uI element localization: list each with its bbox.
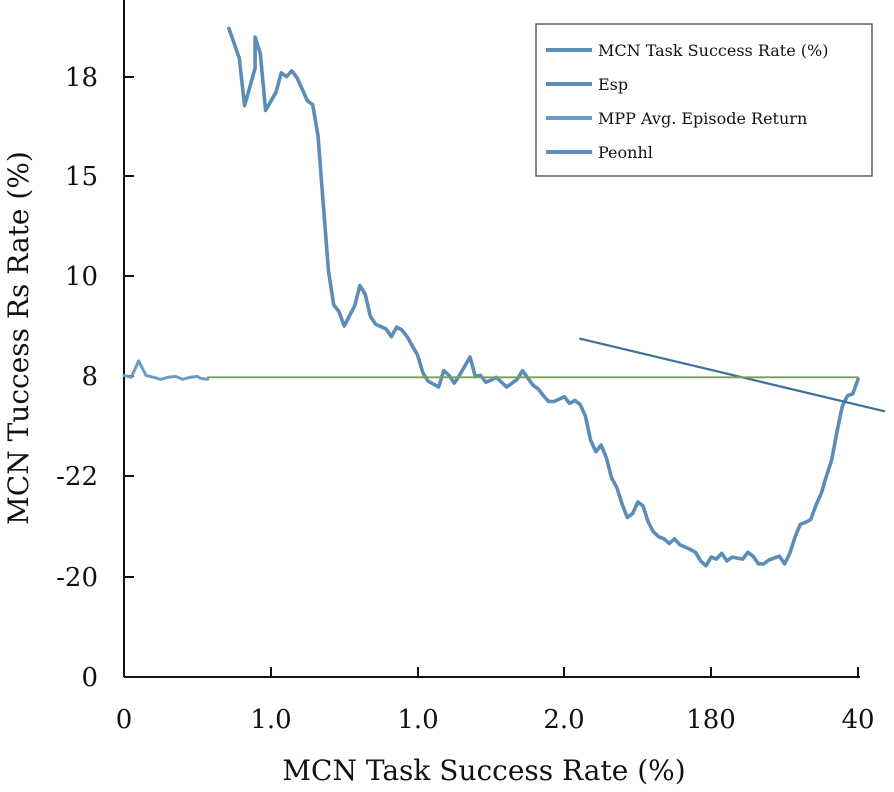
series-layer — [122, 26, 886, 568]
y-tick-label: 15 — [65, 162, 98, 192]
y-tick-label: -20 — [56, 563, 98, 593]
x-tick-label: 40 — [841, 705, 874, 735]
x-tick-label: 0 — [116, 705, 133, 735]
legend-label: MPP Avg. Episode Return — [598, 109, 807, 128]
series-line-trend — [579, 337, 886, 413]
x-ticks: 0 1.0 1.0 2.0 180 40 — [116, 667, 875, 735]
series-line-flat — [122, 359, 210, 381]
x-axis-title: MCN Task Success Rate (%) — [282, 754, 685, 787]
legend-label: Esp — [598, 75, 628, 94]
series-line-main — [227, 26, 860, 568]
y-tick-label: 0 — [81, 663, 98, 693]
axes — [123, 0, 860, 678]
x-tick-label: 180 — [686, 705, 736, 735]
legend: MCN Task Success Rate (%) Esp MPP Avg. Epi… — [535, 23, 873, 177]
y-tick-label: 8 — [81, 362, 98, 392]
y-axis-title: MCN Tuccess Rs Rate (%) — [2, 151, 35, 525]
y-tick-label: 18 — [65, 63, 98, 93]
legend-label: Peonhl — [598, 143, 653, 162]
y-tick-label: -22 — [56, 462, 98, 492]
x-tick-label: 2.0 — [543, 705, 584, 735]
y-ticks: 0 -20 -22 8 10 15 18 — [56, 63, 134, 693]
y-tick-label: 10 — [65, 262, 98, 292]
legend-label: MCN Task Success Rate (%) — [598, 41, 828, 60]
x-tick-label: 1.0 — [397, 705, 438, 735]
x-tick-label: 1.0 — [250, 705, 291, 735]
